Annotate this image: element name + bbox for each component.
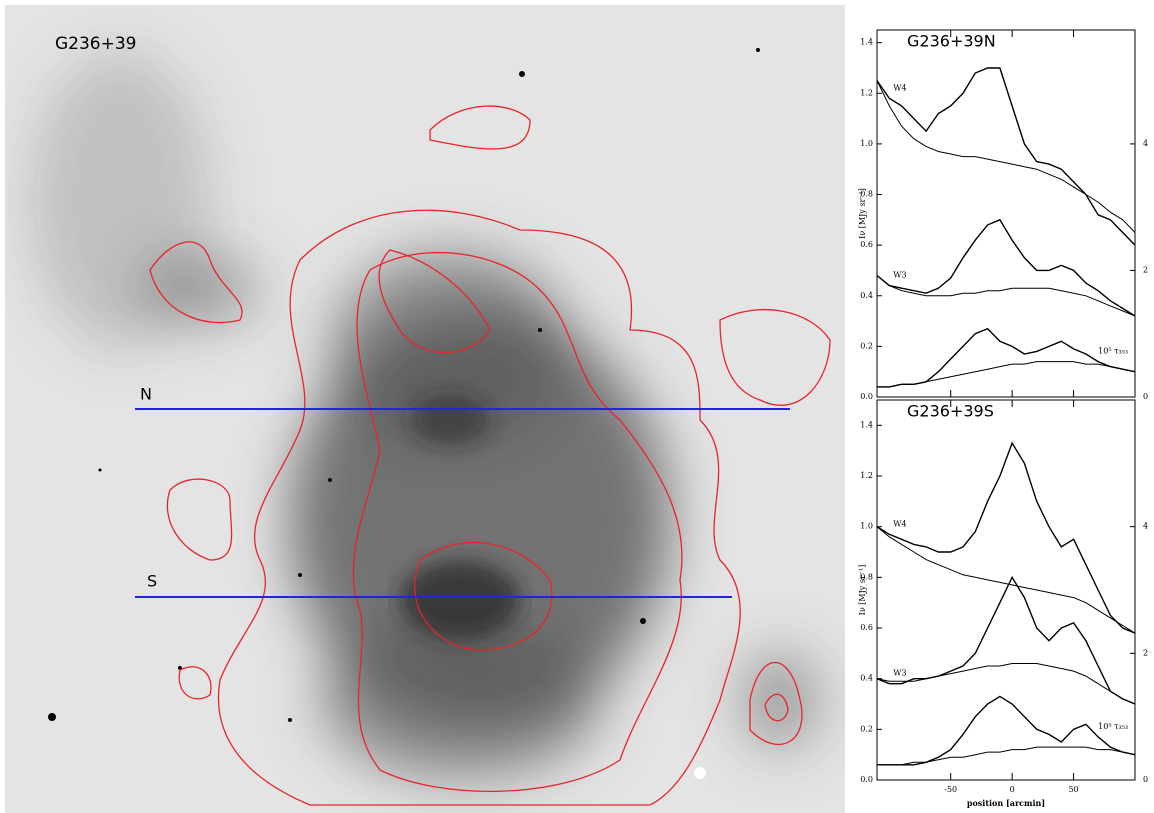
- y-tick-label: 0.6: [860, 623, 873, 632]
- y-axis-label: Iν [MJy sr⁻¹]: [858, 188, 867, 239]
- y2-tick-label: 2: [1143, 265, 1148, 274]
- model-line: [877, 664, 1135, 705]
- series-label: W4: [893, 83, 906, 92]
- panel-title: G236+39N: [907, 32, 996, 51]
- profile-line: [877, 443, 1135, 633]
- y-tick-label: 0.4: [860, 291, 873, 300]
- x-tick-label: 0: [1010, 785, 1015, 794]
- y-tick-label: 1.0: [860, 522, 873, 531]
- y-tick-label: 0.0: [860, 775, 873, 784]
- model-line: [877, 276, 1135, 317]
- y-tick-label: 0.4: [860, 674, 873, 683]
- profile-line: [877, 577, 1135, 704]
- y-axis-label: Iν [MJy sr⁻¹]: [858, 565, 867, 616]
- y-tick-label: 1.4: [860, 420, 873, 429]
- profile-line: [877, 220, 1135, 316]
- profile-line: [877, 329, 1135, 387]
- sky-image: G236+39 N S: [5, 5, 845, 813]
- y2-tick-label: 4: [1143, 139, 1148, 148]
- y-tick-label: 0.2: [860, 724, 873, 733]
- image-title: G236+39: [55, 34, 137, 54]
- y-tick-label: 0.0: [860, 392, 873, 401]
- cut-label: S: [147, 572, 157, 591]
- y-tick-label: 0.6: [860, 240, 873, 249]
- x-tick-label: -50: [944, 785, 957, 794]
- series-label: 10⁵ τ₃₅₃: [1098, 722, 1128, 731]
- y-tick-label: 1.2: [860, 471, 873, 480]
- y-tick-label: 1.4: [860, 38, 873, 47]
- series-label: W3: [893, 669, 906, 678]
- y2-tick-label: 2: [1143, 648, 1148, 657]
- model-line: [877, 362, 1135, 387]
- y-tick-label: 1.2: [860, 88, 873, 97]
- y2-tick-label: 4: [1143, 522, 1148, 531]
- y2-tick-label: 0: [1143, 775, 1148, 784]
- y2-tick-label: 0: [1143, 392, 1148, 401]
- series-label: W4: [893, 519, 906, 528]
- panel-title: G236+39S: [907, 402, 994, 421]
- y-tick-label: 0.2: [860, 341, 873, 350]
- profile-line: [877, 68, 1135, 245]
- y-tick-label: 1.0: [860, 139, 873, 148]
- model-line: [877, 81, 1135, 233]
- profile-line: [877, 696, 1135, 764]
- model-line: [877, 527, 1135, 633]
- series-label: 10⁵ τ₃₅₃: [1098, 347, 1128, 356]
- cut-label: N: [140, 385, 152, 404]
- model-line: [877, 747, 1135, 765]
- x-tick-label: 50: [1068, 785, 1078, 794]
- x-axis-label: position [arcmin]: [967, 798, 1045, 808]
- series-label: W3: [893, 271, 906, 280]
- figure: G236+39 N S 0.00.20.40.60.81.01.21.4024G…: [0, 0, 1154, 813]
